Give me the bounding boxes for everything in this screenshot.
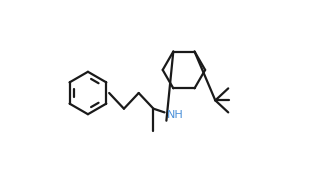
Text: NH: NH — [167, 110, 184, 120]
